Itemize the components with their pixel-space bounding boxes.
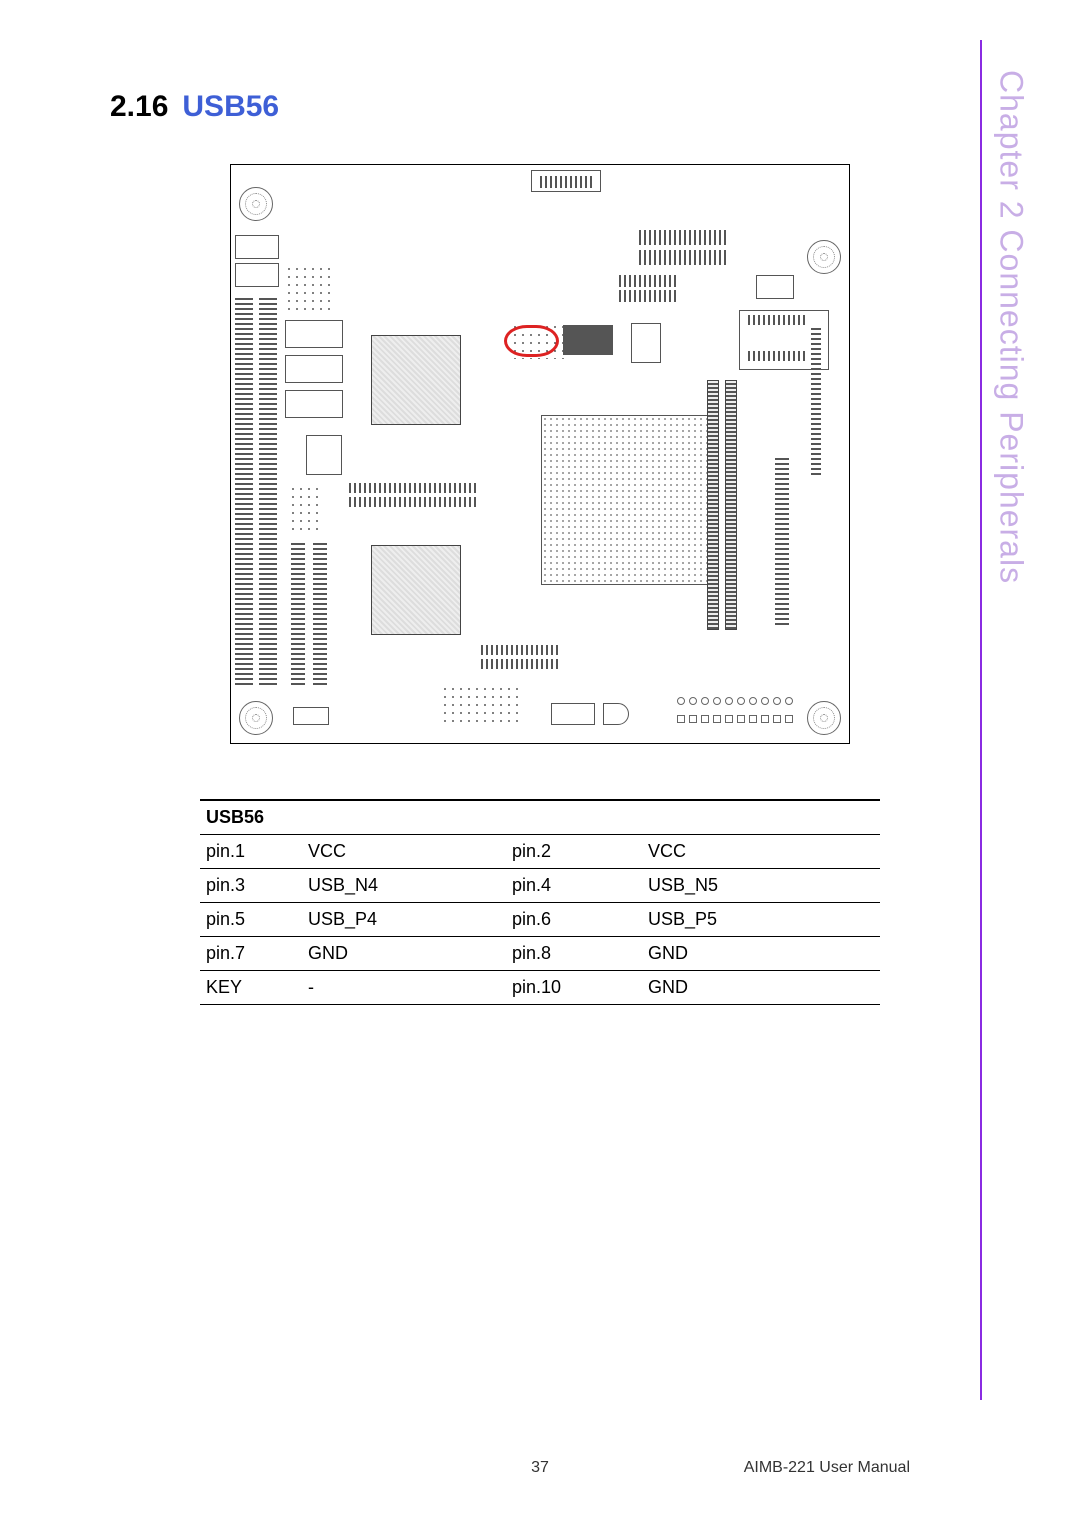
pin-cell: pin.8 [506, 937, 642, 971]
section-heading: 2.16 USB56 [110, 90, 970, 124]
page-number: 37 [440, 1459, 640, 1477]
doc-title: AIMB-221 User Manual [744, 1459, 910, 1477]
pin-cell: pin.4 [506, 869, 642, 903]
signal-cell: GND [642, 971, 880, 1005]
table-row: pin.5 USB_P4 pin.6 USB_P5 [200, 903, 880, 937]
pin-cell: KEY [200, 971, 302, 1005]
signal-cell: GND [302, 937, 506, 971]
dimm-slot-icon [707, 380, 719, 630]
pin-cell: pin.7 [200, 937, 302, 971]
header-row-icon [481, 645, 561, 655]
pin-cell: pin.2 [506, 835, 642, 869]
chip-icon [371, 545, 461, 635]
mount-hole-icon [807, 240, 841, 274]
pin-column-icon [313, 540, 327, 685]
module [285, 320, 343, 348]
io-port [235, 235, 279, 259]
rear-connector [531, 170, 601, 192]
chapter-side-tab-text: Chapter 2 Connecting Peripherals [993, 40, 1030, 584]
pin-array-icon [441, 685, 521, 725]
header-row-icon [481, 659, 561, 669]
dimm-slot-icon [725, 380, 737, 630]
usb56-connector-body [563, 325, 613, 355]
pinout-table: USB56 pin.1 VCC pin.2 VCC pin.3 USB_N4 p… [200, 799, 880, 1005]
table-row: pin.1 VCC pin.2 VCC [200, 835, 880, 869]
signal-cell: USB_N5 [642, 869, 880, 903]
io-port [235, 263, 279, 287]
small-header [756, 275, 794, 299]
small-component [306, 435, 342, 475]
pin-cell: pin.5 [200, 903, 302, 937]
table-header: USB56 [200, 800, 880, 835]
battery-icon [603, 703, 629, 725]
module [285, 355, 343, 383]
pin-column-icon [811, 325, 821, 475]
signal-cell: - [302, 971, 506, 1005]
signal-cell: GND [642, 937, 880, 971]
header-row-icon [619, 275, 679, 287]
pin-cell: pin.1 [200, 835, 302, 869]
header-row-icon [748, 351, 808, 361]
board-diagram-wrap [110, 164, 970, 744]
table-row: pin.3 USB_N4 pin.4 USB_N5 [200, 869, 880, 903]
header-row-icon [639, 250, 729, 265]
connector-teeth-icon [540, 176, 594, 188]
module [285, 390, 343, 418]
page: Chapter 2 Connecting Peripherals 2.16 US… [0, 0, 1080, 1527]
usb56-callout-circle [504, 325, 559, 357]
left-pin-column-icon [235, 295, 253, 685]
header-row-icon [639, 230, 729, 245]
signal-cell: VCC [302, 835, 506, 869]
table-row: pin.7 GND pin.8 GND [200, 937, 880, 971]
signal-cell: USB_P5 [642, 903, 880, 937]
section-number: 2.16 [110, 90, 168, 124]
header-row-icon [349, 497, 479, 507]
pin-cell: pin.6 [506, 903, 642, 937]
table-row: KEY - pin.10 GND [200, 971, 880, 1005]
section-title: USB56 [182, 90, 279, 124]
mount-hole-icon [239, 187, 273, 221]
header-row-icon [619, 290, 679, 302]
cpu-socket-icon [541, 415, 711, 585]
pin-array-icon [289, 485, 319, 535]
signal-cell: USB_N4 [302, 869, 506, 903]
signal-cell: USB_P4 [302, 903, 506, 937]
left-pin-column-icon [259, 295, 277, 685]
pin-cell: pin.10 [506, 971, 642, 1005]
board-diagram [230, 164, 850, 744]
power-header-icon [775, 455, 789, 625]
pin-cell: pin.3 [200, 869, 302, 903]
pin-array-icon [285, 265, 335, 311]
page-footer: 37 AIMB-221 User Manual [0, 1459, 1080, 1477]
pin-column-icon [291, 540, 305, 685]
small-header [551, 703, 595, 725]
jumper-block [631, 323, 661, 363]
pin-row-icon [677, 715, 793, 723]
header-row-icon [349, 483, 479, 493]
mount-hole-icon [239, 701, 273, 735]
header-row-icon [748, 315, 808, 325]
table-header-row: USB56 [200, 800, 880, 835]
small-header [293, 707, 329, 725]
mount-hole-icon [807, 701, 841, 735]
chip-icon [371, 335, 461, 425]
chapter-side-tab: Chapter 2 Connecting Peripherals [980, 40, 1040, 1400]
pin-row-icon [677, 697, 793, 705]
signal-cell: VCC [642, 835, 880, 869]
